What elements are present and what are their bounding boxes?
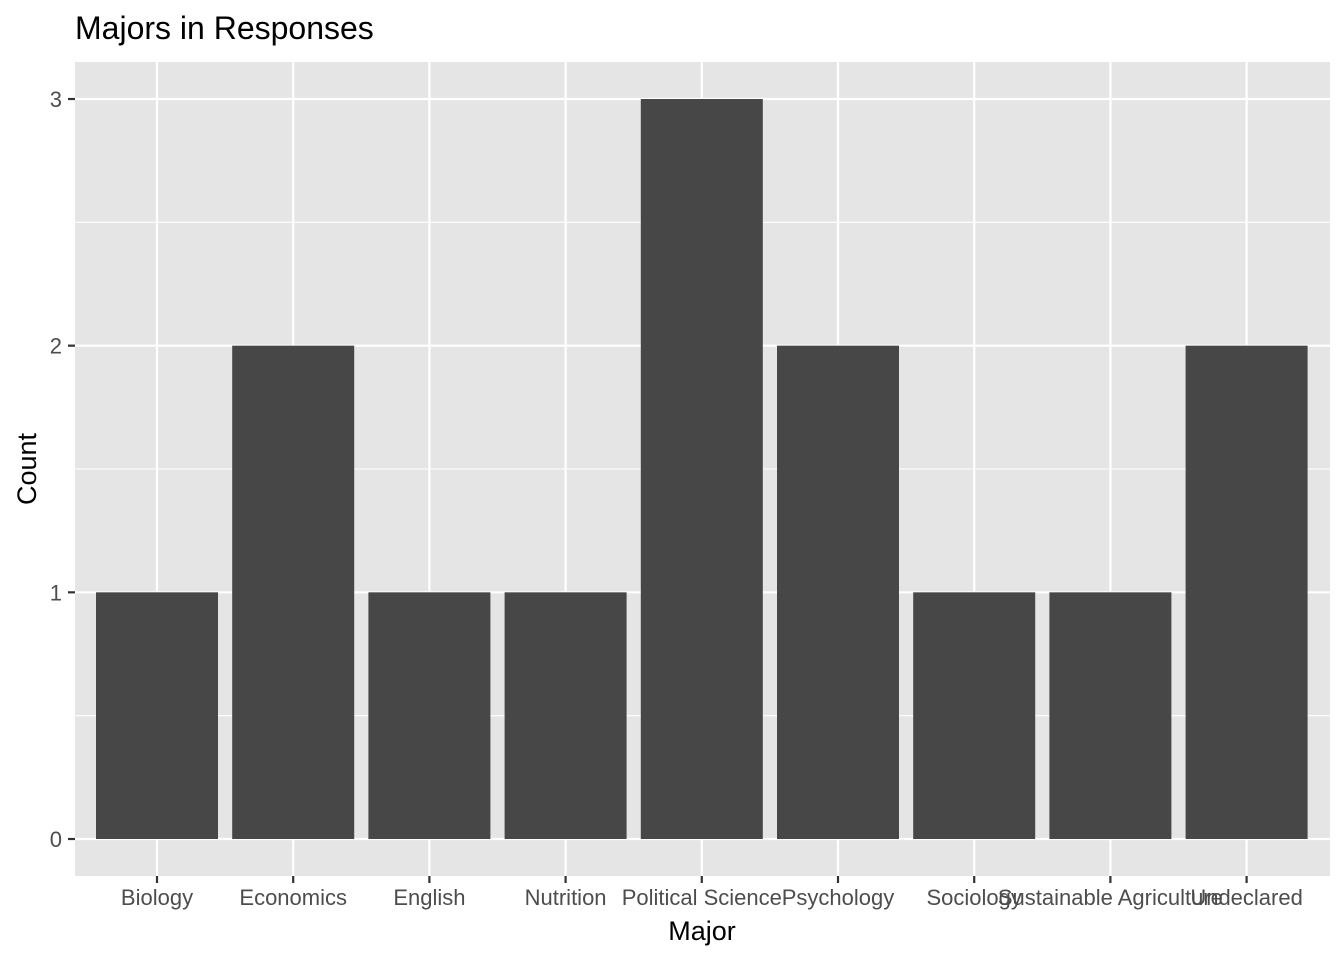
x-tick-label: Economics bbox=[239, 885, 347, 910]
x-tick-label: English bbox=[393, 885, 465, 910]
x-tick-label: Biology bbox=[121, 885, 193, 910]
bar-economics bbox=[232, 345, 355, 839]
bar-sociology bbox=[913, 592, 1036, 839]
bar-sustainable-agriculture bbox=[1049, 592, 1172, 839]
bars bbox=[96, 99, 1308, 839]
bar-biology bbox=[96, 592, 218, 839]
bar-psychology bbox=[777, 345, 899, 839]
x-tick-label: Nutrition bbox=[525, 885, 607, 910]
y-axis: 0 1 2 3 bbox=[50, 87, 75, 852]
x-axis: Biology Economics English Nutrition Politica… bbox=[121, 876, 1303, 910]
x-tick-label: Sociology bbox=[927, 885, 1022, 910]
x-tick-label: Undeclared bbox=[1190, 885, 1303, 910]
bar-english bbox=[368, 592, 491, 839]
bar-undeclared bbox=[1185, 345, 1308, 839]
chart-title: Majors in Responses bbox=[75, 10, 374, 46]
y-tick-label: 3 bbox=[50, 87, 62, 112]
y-tick-label: 2 bbox=[50, 334, 62, 359]
x-tick-label: Political Science bbox=[622, 885, 782, 910]
y-axis-title: Count bbox=[12, 432, 42, 505]
x-tick-label: Psychology bbox=[782, 885, 895, 910]
y-tick-label: 1 bbox=[50, 580, 62, 605]
y-tick-label: 0 bbox=[50, 827, 62, 852]
bar-political-science bbox=[640, 99, 763, 839]
x-axis-title: Major bbox=[668, 916, 736, 946]
bar-nutrition bbox=[504, 592, 627, 839]
x-tick-label: Sustainable Agriculture bbox=[998, 885, 1223, 910]
